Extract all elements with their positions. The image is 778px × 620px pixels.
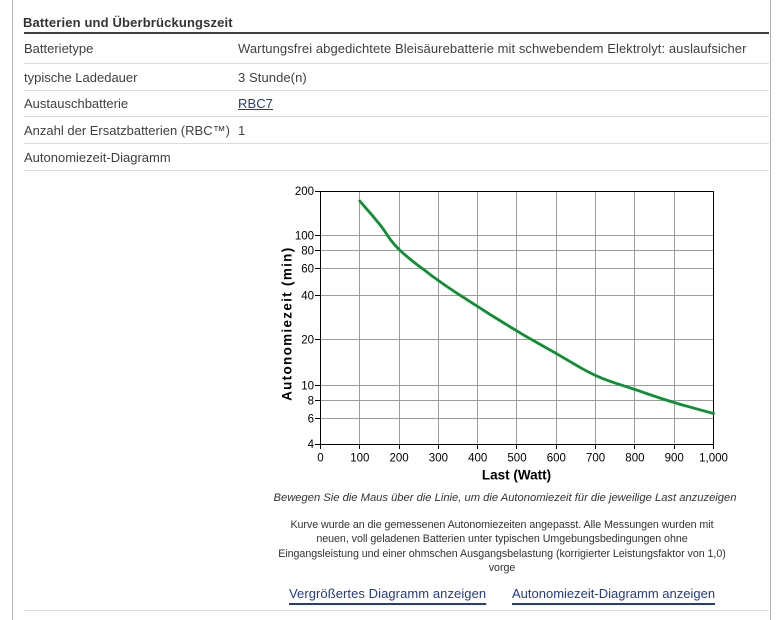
svg-text:700: 700 <box>586 453 605 465</box>
svg-text:600: 600 <box>547 453 566 465</box>
svg-text:900: 900 <box>665 453 684 465</box>
svg-text:10: 10 <box>301 381 314 393</box>
svg-text:80: 80 <box>301 246 314 258</box>
svg-text:200: 200 <box>390 453 409 465</box>
svg-text:20: 20 <box>301 335 314 347</box>
svg-text:1,000: 1,000 <box>699 453 728 465</box>
svg-text:Autonomiezeit (min): Autonomiezeit (min) <box>280 246 295 400</box>
svg-text:60: 60 <box>301 264 314 276</box>
svg-text:100: 100 <box>295 231 314 243</box>
svg-text:100: 100 <box>350 453 369 465</box>
svg-text:4: 4 <box>308 439 315 451</box>
svg-text:200: 200 <box>295 186 314 198</box>
svg-text:40: 40 <box>301 291 314 303</box>
svg-text:8: 8 <box>308 396 314 408</box>
svg-text:Last (Watt): Last (Watt) <box>482 468 551 483</box>
svg-text:400: 400 <box>468 453 487 465</box>
svg-text:500: 500 <box>507 453 526 465</box>
svg-text:0: 0 <box>317 453 323 465</box>
svg-text:300: 300 <box>429 453 448 465</box>
svg-text:800: 800 <box>625 453 644 465</box>
svg-text:6: 6 <box>308 414 314 426</box>
